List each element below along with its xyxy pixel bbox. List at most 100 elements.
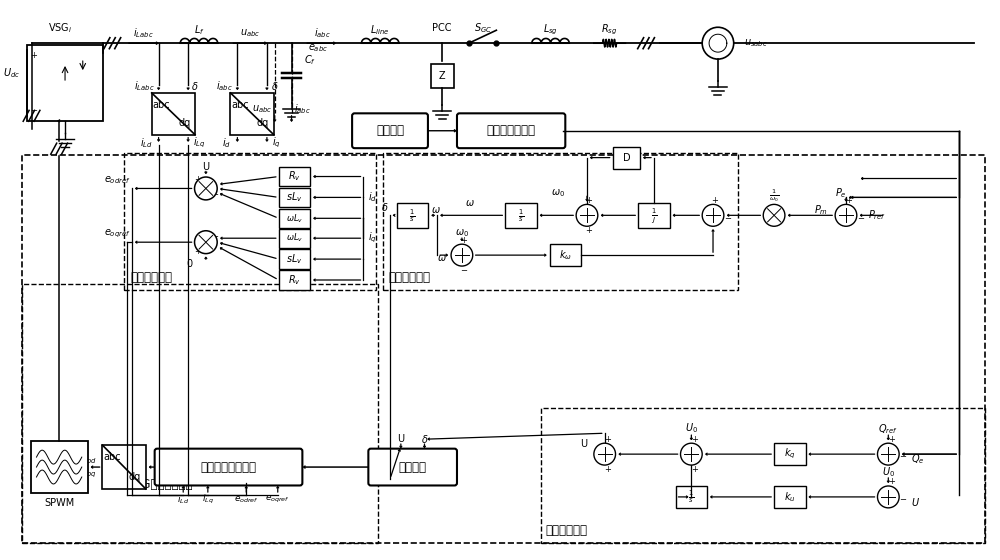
Text: 功率计算: 功率计算 <box>376 124 404 137</box>
Bar <box>431 64 454 88</box>
Text: $L_{line}$: $L_{line}$ <box>370 24 390 37</box>
Bar <box>505 203 537 228</box>
Text: 0: 0 <box>186 259 192 269</box>
Text: $\frac{1}{J}$: $\frac{1}{J}$ <box>651 206 657 225</box>
Text: −: − <box>857 214 864 223</box>
Text: $e_{odref}$: $e_{odref}$ <box>234 494 259 505</box>
Text: $R_v$: $R_v$ <box>288 170 301 184</box>
Text: $i_{abc}$: $i_{abc}$ <box>216 79 232 93</box>
Bar <box>27 45 103 121</box>
Text: $e_{abc}$: $e_{abc}$ <box>308 42 328 54</box>
Text: $i_{abc}$: $i_{abc}$ <box>314 26 330 40</box>
Circle shape <box>594 443 616 465</box>
Text: $i_{Ld}$: $i_{Ld}$ <box>140 136 153 150</box>
Circle shape <box>763 204 785 226</box>
Text: $Q_e$: $Q_e$ <box>911 452 924 466</box>
Text: +: + <box>30 50 37 59</box>
Text: −: − <box>724 214 731 223</box>
Text: −: − <box>194 232 201 241</box>
Text: $u_{oq}$: $u_{oq}$ <box>80 468 97 480</box>
Text: SPWM: SPWM <box>44 498 74 508</box>
Text: −: − <box>900 452 907 461</box>
Text: PCC: PCC <box>432 24 452 33</box>
Text: 一阶低通滤波器: 一阶低通滤波器 <box>487 124 536 137</box>
Text: $\delta$: $\delta$ <box>381 202 388 213</box>
Text: $U$: $U$ <box>911 496 920 508</box>
Text: dq: dq <box>129 472 141 482</box>
Text: 有功频率控制: 有功频率控制 <box>388 271 430 284</box>
Circle shape <box>877 486 899 508</box>
Text: $\omega L_v$: $\omega L_v$ <box>286 212 303 225</box>
Text: $\omega_0$: $\omega_0$ <box>455 227 469 239</box>
Bar <box>279 249 310 269</box>
Text: $\delta$: $\delta$ <box>271 80 278 92</box>
Text: 电压电流双环控制: 电压电流双环控制 <box>201 460 257 474</box>
Text: Z: Z <box>439 71 446 81</box>
Text: $Q_{ref}$: $Q_{ref}$ <box>878 422 898 436</box>
Text: −: − <box>211 190 218 199</box>
Text: abc: abc <box>152 100 170 110</box>
Text: $\frac{1}{s}$: $\frac{1}{s}$ <box>409 207 416 224</box>
Text: $u_{abc}$: $u_{abc}$ <box>252 103 272 115</box>
Text: dq: dq <box>257 118 269 128</box>
FancyBboxPatch shape <box>457 113 565 148</box>
Text: $U_{dc}$: $U_{dc}$ <box>3 66 20 80</box>
Text: +: + <box>604 465 611 474</box>
Text: $sL_v$: $sL_v$ <box>286 252 303 266</box>
Text: $k_u$: $k_u$ <box>784 490 796 504</box>
Bar <box>22 155 985 543</box>
Text: $i_q$: $i_q$ <box>368 231 377 245</box>
Bar <box>152 93 195 135</box>
Circle shape <box>835 204 857 226</box>
Text: $\frac{1}{s}$: $\frac{1}{s}$ <box>688 488 695 505</box>
Circle shape <box>877 443 899 465</box>
Text: $\omega L_v$: $\omega L_v$ <box>286 232 303 245</box>
Text: $i_{q}$: $i_{q}$ <box>272 136 281 150</box>
Text: $P_m$: $P_m$ <box>814 203 828 217</box>
Bar <box>31 441 88 493</box>
Text: +: + <box>460 236 467 245</box>
Bar <box>774 443 806 465</box>
Text: $i_{Labc}$: $i_{Labc}$ <box>133 26 154 40</box>
Text: 无功电压控制: 无功电压控制 <box>546 524 588 536</box>
Bar <box>613 147 640 169</box>
Circle shape <box>702 27 734 59</box>
Bar <box>550 244 581 266</box>
Text: VSG$_i$: VSG$_i$ <box>48 21 72 35</box>
Text: $\omega$: $\omega$ <box>431 206 440 216</box>
Bar <box>279 209 310 228</box>
Text: U: U <box>580 439 587 449</box>
Bar <box>279 167 310 186</box>
Text: dq: dq <box>178 118 190 128</box>
FancyBboxPatch shape <box>155 449 302 486</box>
Text: $P_{ref}$: $P_{ref}$ <box>868 208 886 222</box>
Bar <box>541 408 985 543</box>
Text: +: + <box>195 246 201 256</box>
Circle shape <box>702 204 724 226</box>
Text: $u_{sabc}$: $u_{sabc}$ <box>744 38 767 49</box>
Text: +: + <box>586 196 592 205</box>
Text: $i_{abc}$: $i_{abc}$ <box>294 102 311 116</box>
Bar <box>638 203 670 228</box>
Text: $\delta$: $\delta$ <box>191 80 199 92</box>
Text: $sL_v$: $sL_v$ <box>286 190 303 204</box>
Text: 虚拟阻抗控制: 虚拟阻抗控制 <box>130 271 172 284</box>
Text: $e_{odref}$: $e_{odref}$ <box>104 175 131 186</box>
Text: +: + <box>691 435 698 444</box>
FancyBboxPatch shape <box>352 113 428 148</box>
Circle shape <box>451 244 473 266</box>
FancyBboxPatch shape <box>368 449 457 486</box>
Text: +: + <box>888 435 895 444</box>
Text: $i_{Labc}$: $i_{Labc}$ <box>134 79 155 93</box>
Text: +: + <box>604 435 611 444</box>
Text: +: + <box>845 196 852 205</box>
Bar <box>22 284 378 543</box>
Text: $i_d$: $i_d$ <box>368 190 377 204</box>
Bar <box>279 228 310 248</box>
Text: $S_{GC}$: $S_{GC}$ <box>474 21 492 35</box>
Text: $i_{Ld}$: $i_{Ld}$ <box>177 494 189 506</box>
Text: $U_0$: $U_0$ <box>685 421 698 435</box>
Bar <box>102 445 146 489</box>
Text: −: − <box>211 232 218 241</box>
Text: −: − <box>194 190 201 199</box>
